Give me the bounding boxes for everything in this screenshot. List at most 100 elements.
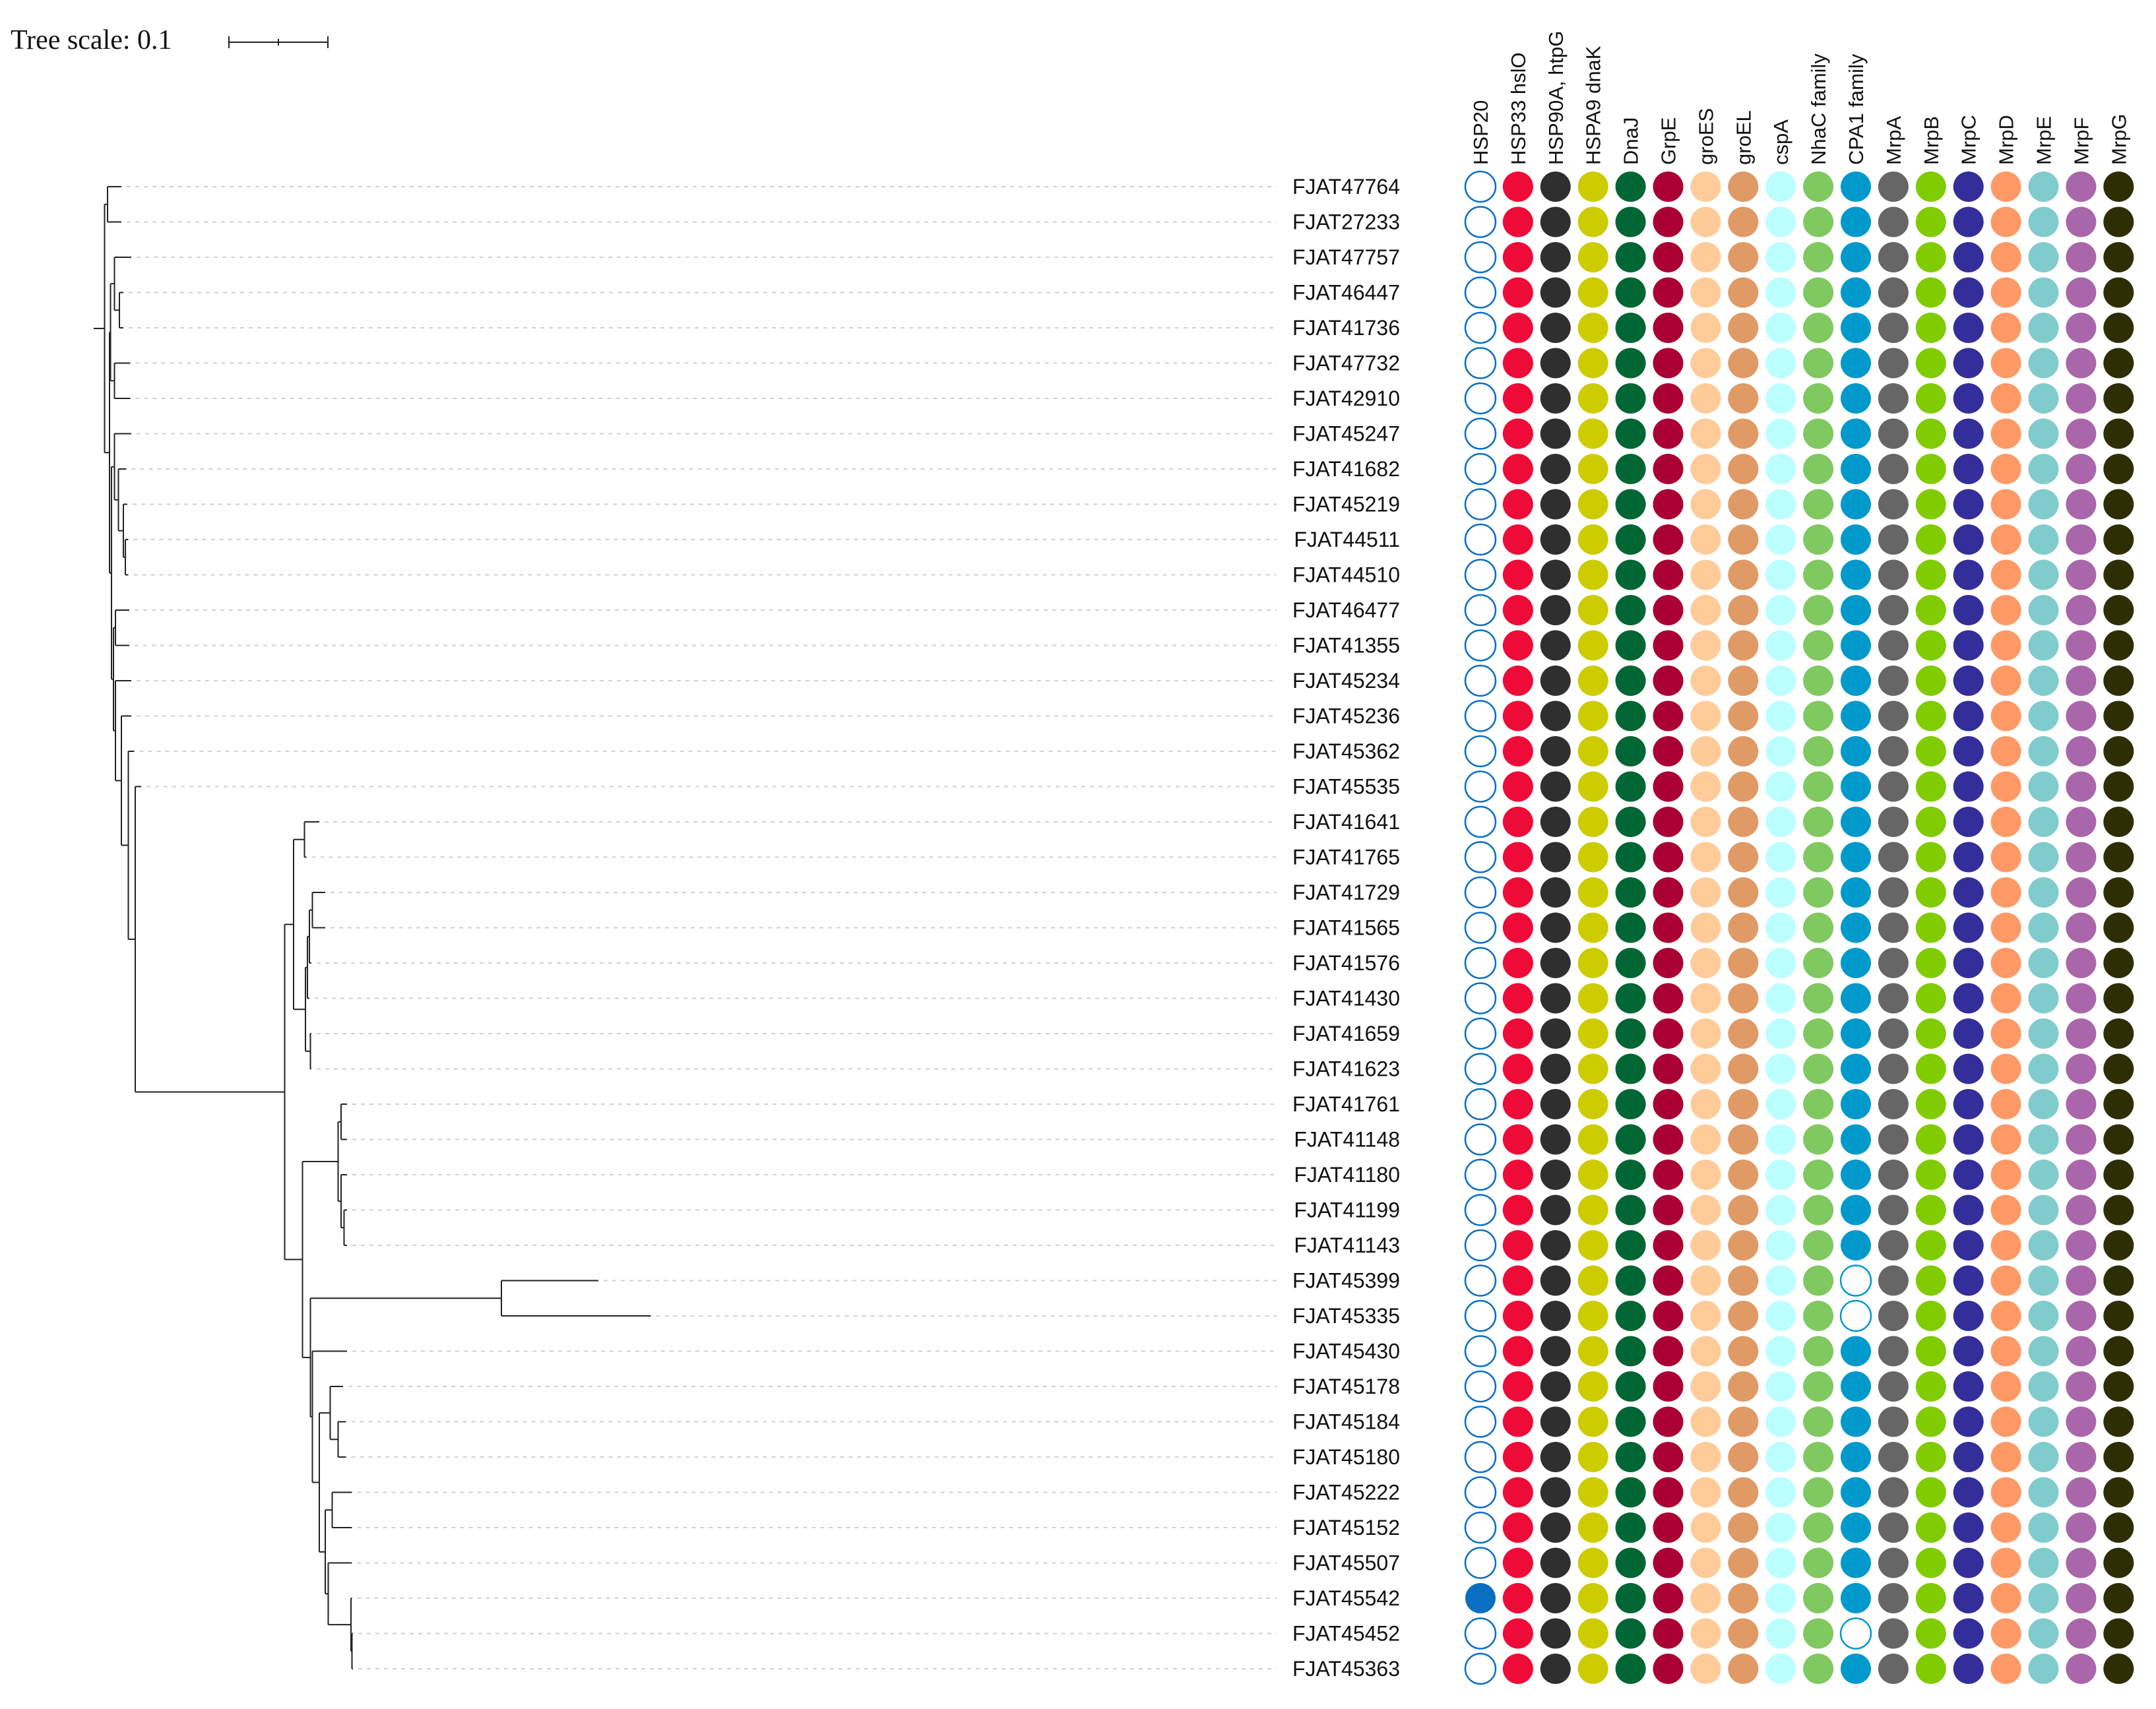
gene-present-dot: [2028, 595, 2059, 625]
gene-present-dot: [1690, 1301, 1721, 1331]
gene-present-dot: [2103, 1265, 2134, 1296]
gene-present-dot: [1915, 206, 1946, 237]
gene-present-dot: [1990, 912, 2021, 943]
gene-present-dot: [1502, 1018, 1533, 1049]
gene-present-dot: [1615, 171, 1646, 202]
gene-present-dot: [1841, 171, 1871, 202]
gene-present-dot: [1728, 1301, 1759, 1331]
gene-present-dot: [1690, 1654, 1721, 1684]
gene-present-dot: [1878, 524, 1909, 555]
gene-present-dot: [1728, 700, 1759, 731]
gene-present-dot: [1540, 1618, 1571, 1649]
gene-present-dot: [1841, 1547, 1871, 1578]
gene-present-dot: [1953, 1230, 1984, 1260]
gene-present-dot: [1728, 418, 1759, 449]
gene-present-dot: [2066, 418, 2097, 449]
gene-present-dot: [1540, 1230, 1571, 1260]
gene-present-dot: [1540, 1336, 1571, 1367]
gene-present-dot: [1803, 1124, 1834, 1155]
gene-present-dot: [1765, 348, 1796, 379]
gene-present-dot: [1953, 807, 1984, 837]
gene-absent-dot: [1464, 594, 1497, 627]
gene-present-dot: [1803, 877, 1834, 908]
gene-present-dot: [1653, 313, 1684, 343]
gene-present-dot: [2066, 630, 2097, 661]
gene-present-dot: [1915, 736, 1946, 766]
gene-column-header: HSP33 hslO: [1507, 52, 1530, 165]
gene-present-dot: [1915, 313, 1946, 343]
gene-present-dot: [2066, 1371, 2097, 1402]
gene-present-dot: [2103, 1089, 2134, 1119]
gene-present-dot: [2103, 454, 2134, 484]
gene-present-dot: [1990, 807, 2021, 837]
gene-present-dot: [1803, 1195, 1834, 1226]
gene-present-dot: [1502, 277, 1533, 308]
gene-present-dot: [2066, 1512, 2097, 1543]
gene-present-dot: [1653, 1512, 1684, 1543]
gene-present-dot: [1502, 489, 1533, 520]
gene-present-dot: [1615, 1230, 1646, 1260]
gene-present-dot: [1765, 313, 1796, 343]
gene-present-dot: [1615, 524, 1646, 555]
gene-present-dot: [1577, 1053, 1608, 1084]
gene-present-dot: [1653, 771, 1684, 802]
gene-present-dot: [1953, 948, 1984, 978]
taxon-label: FJAT45236: [1292, 704, 1400, 728]
gene-present-dot: [1728, 912, 1759, 943]
gene-present-dot: [2103, 1301, 2134, 1331]
gene-present-dot: [2066, 1195, 2097, 1226]
gene-present-dot: [1765, 1124, 1796, 1155]
gene-present-dot: [1728, 454, 1759, 484]
gene-present-dot: [1615, 807, 1646, 837]
gene-column-header: MrpD: [1995, 115, 2018, 165]
gene-column-header: groEL: [1732, 110, 1755, 165]
gene-present-dot: [1690, 1018, 1721, 1049]
gene-absent-dot: [1464, 947, 1497, 979]
gene-present-dot: [1803, 1265, 1834, 1296]
gene-column-header: MrpF: [2070, 117, 2093, 165]
gene-present-dot: [1953, 1583, 1984, 1613]
gene-present-dot: [1728, 666, 1759, 696]
gene-present-dot: [2103, 1406, 2134, 1437]
gene-present-dot: [1577, 418, 1608, 449]
gene-present-dot: [1502, 1336, 1533, 1367]
gene-absent-dot: [1464, 629, 1497, 662]
gene-present-dot: [2066, 242, 2097, 272]
gene-present-dot: [1990, 1442, 2021, 1472]
gene-present-dot: [2103, 1654, 2134, 1684]
gene-column-header: NhaC family: [1807, 53, 1830, 165]
gene-present-dot: [1690, 807, 1721, 837]
gene-present-dot: [2103, 1618, 2134, 1649]
gene-present-dot: [1953, 383, 1984, 414]
gene-present-dot: [1803, 1336, 1834, 1367]
gene-present-dot: [1615, 630, 1646, 661]
taxon-label: FJAT47757: [1292, 245, 1400, 269]
taxon-label: FJAT41180: [1294, 1163, 1400, 1187]
gene-present-dot: [1728, 1160, 1759, 1190]
gene-present-dot: [1540, 983, 1571, 1014]
gene-present-dot: [2103, 559, 2134, 590]
gene-present-dot: [1690, 1265, 1721, 1296]
gene-present-dot: [1728, 1371, 1759, 1402]
gene-present-dot: [1577, 1018, 1608, 1049]
gene-column-header: groES: [1694, 108, 1717, 165]
gene-column-headers: HSP20 HSP33 hslO HSP90A, htpG HSPA9 dnaK Dna…: [1469, 31, 2130, 165]
gene-present-dot: [2066, 383, 2097, 414]
gene-present-dot: [2066, 1124, 2097, 1155]
gene-present-dot: [1990, 700, 2021, 731]
gene-present-dot: [2066, 1477, 2097, 1508]
gene-present-dot: [1728, 206, 1759, 237]
gene-present-dot: [2028, 171, 2059, 202]
gene-present-dot: [1577, 1618, 1608, 1649]
gene-present-dot: [1765, 489, 1796, 520]
gene-present-dot: [1765, 1053, 1796, 1084]
gene-present-dot: [1728, 877, 1759, 908]
gene-present-dot: [1953, 313, 1984, 343]
gene-present-dot: [1803, 1371, 1834, 1402]
gene-present-dot: [1728, 630, 1759, 661]
gene-present-dot: [1841, 1406, 1871, 1437]
gene-absent-dot: [1464, 735, 1497, 768]
gene-present-dot: [1577, 313, 1608, 343]
gene-present-dot: [1990, 1018, 2021, 1049]
